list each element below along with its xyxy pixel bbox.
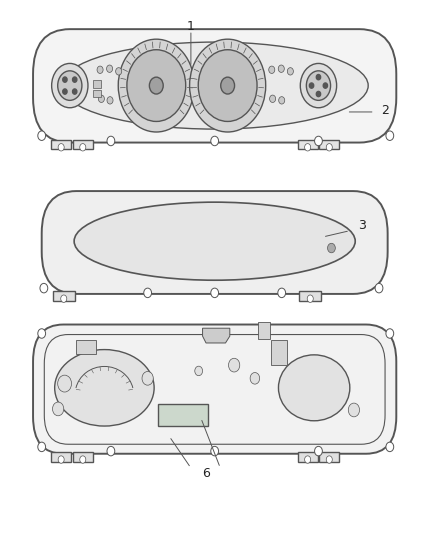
Circle shape bbox=[63, 77, 67, 82]
Bar bbox=[271, 340, 287, 365]
Circle shape bbox=[314, 446, 322, 456]
Circle shape bbox=[195, 366, 202, 376]
Bar bbox=[51, 452, 71, 462]
Circle shape bbox=[279, 96, 285, 104]
Bar bbox=[51, 140, 71, 149]
Bar bbox=[53, 292, 75, 301]
Circle shape bbox=[375, 284, 383, 293]
Circle shape bbox=[58, 143, 64, 151]
Circle shape bbox=[97, 66, 103, 74]
Circle shape bbox=[307, 295, 313, 302]
Circle shape bbox=[107, 96, 113, 104]
Circle shape bbox=[323, 83, 328, 88]
Bar bbox=[73, 140, 93, 149]
Bar bbox=[298, 452, 318, 462]
FancyBboxPatch shape bbox=[33, 325, 396, 454]
Circle shape bbox=[278, 65, 284, 72]
Bar bbox=[299, 292, 321, 301]
Circle shape bbox=[80, 456, 86, 463]
Circle shape bbox=[278, 288, 286, 297]
Circle shape bbox=[270, 95, 276, 102]
Circle shape bbox=[149, 77, 163, 94]
Text: 3: 3 bbox=[358, 219, 366, 232]
Circle shape bbox=[107, 446, 115, 456]
Bar bbox=[93, 80, 101, 88]
Bar bbox=[258, 322, 270, 339]
Circle shape bbox=[118, 39, 194, 132]
Circle shape bbox=[99, 95, 104, 102]
Circle shape bbox=[142, 372, 153, 385]
Bar bbox=[93, 90, 101, 97]
Circle shape bbox=[304, 456, 311, 463]
Circle shape bbox=[211, 136, 219, 146]
Circle shape bbox=[106, 65, 113, 72]
Circle shape bbox=[38, 131, 46, 140]
Circle shape bbox=[61, 295, 67, 302]
Circle shape bbox=[287, 68, 293, 75]
Text: 2: 2 bbox=[381, 104, 389, 117]
Circle shape bbox=[386, 329, 394, 338]
Ellipse shape bbox=[55, 350, 154, 426]
Circle shape bbox=[127, 50, 186, 122]
Circle shape bbox=[63, 89, 67, 94]
Circle shape bbox=[38, 329, 46, 338]
Ellipse shape bbox=[74, 202, 355, 280]
Circle shape bbox=[58, 71, 82, 100]
Circle shape bbox=[328, 243, 336, 253]
Ellipse shape bbox=[61, 42, 368, 129]
Circle shape bbox=[211, 446, 219, 456]
Bar bbox=[76, 341, 96, 353]
Circle shape bbox=[309, 83, 314, 88]
Text: 1: 1 bbox=[187, 20, 195, 33]
Circle shape bbox=[348, 403, 360, 417]
FancyBboxPatch shape bbox=[33, 29, 396, 142]
Circle shape bbox=[269, 66, 275, 74]
Circle shape bbox=[316, 75, 321, 80]
FancyBboxPatch shape bbox=[42, 191, 388, 294]
Bar bbox=[319, 140, 339, 149]
Circle shape bbox=[52, 63, 88, 108]
Circle shape bbox=[221, 77, 235, 94]
Circle shape bbox=[386, 131, 394, 140]
Circle shape bbox=[58, 375, 71, 392]
Ellipse shape bbox=[279, 355, 350, 421]
Circle shape bbox=[300, 63, 337, 108]
Circle shape bbox=[58, 456, 64, 463]
Circle shape bbox=[316, 91, 321, 96]
Circle shape bbox=[229, 358, 240, 372]
Bar bbox=[73, 452, 93, 462]
Text: 6: 6 bbox=[202, 467, 210, 480]
Circle shape bbox=[306, 71, 331, 100]
Circle shape bbox=[53, 402, 64, 416]
Bar bbox=[159, 404, 208, 426]
Circle shape bbox=[73, 89, 77, 94]
Circle shape bbox=[211, 288, 219, 297]
Circle shape bbox=[326, 456, 332, 463]
Circle shape bbox=[38, 442, 46, 451]
Circle shape bbox=[40, 284, 48, 293]
Circle shape bbox=[314, 136, 322, 146]
Polygon shape bbox=[202, 328, 230, 343]
Circle shape bbox=[144, 288, 152, 297]
Circle shape bbox=[198, 50, 257, 122]
Bar bbox=[319, 452, 339, 462]
Circle shape bbox=[190, 39, 266, 132]
Circle shape bbox=[116, 68, 122, 75]
Circle shape bbox=[386, 442, 394, 451]
Circle shape bbox=[250, 373, 260, 384]
Circle shape bbox=[73, 77, 77, 82]
Circle shape bbox=[107, 136, 115, 146]
Bar bbox=[298, 140, 318, 149]
Circle shape bbox=[326, 143, 332, 151]
Circle shape bbox=[304, 143, 311, 151]
Circle shape bbox=[80, 143, 86, 151]
